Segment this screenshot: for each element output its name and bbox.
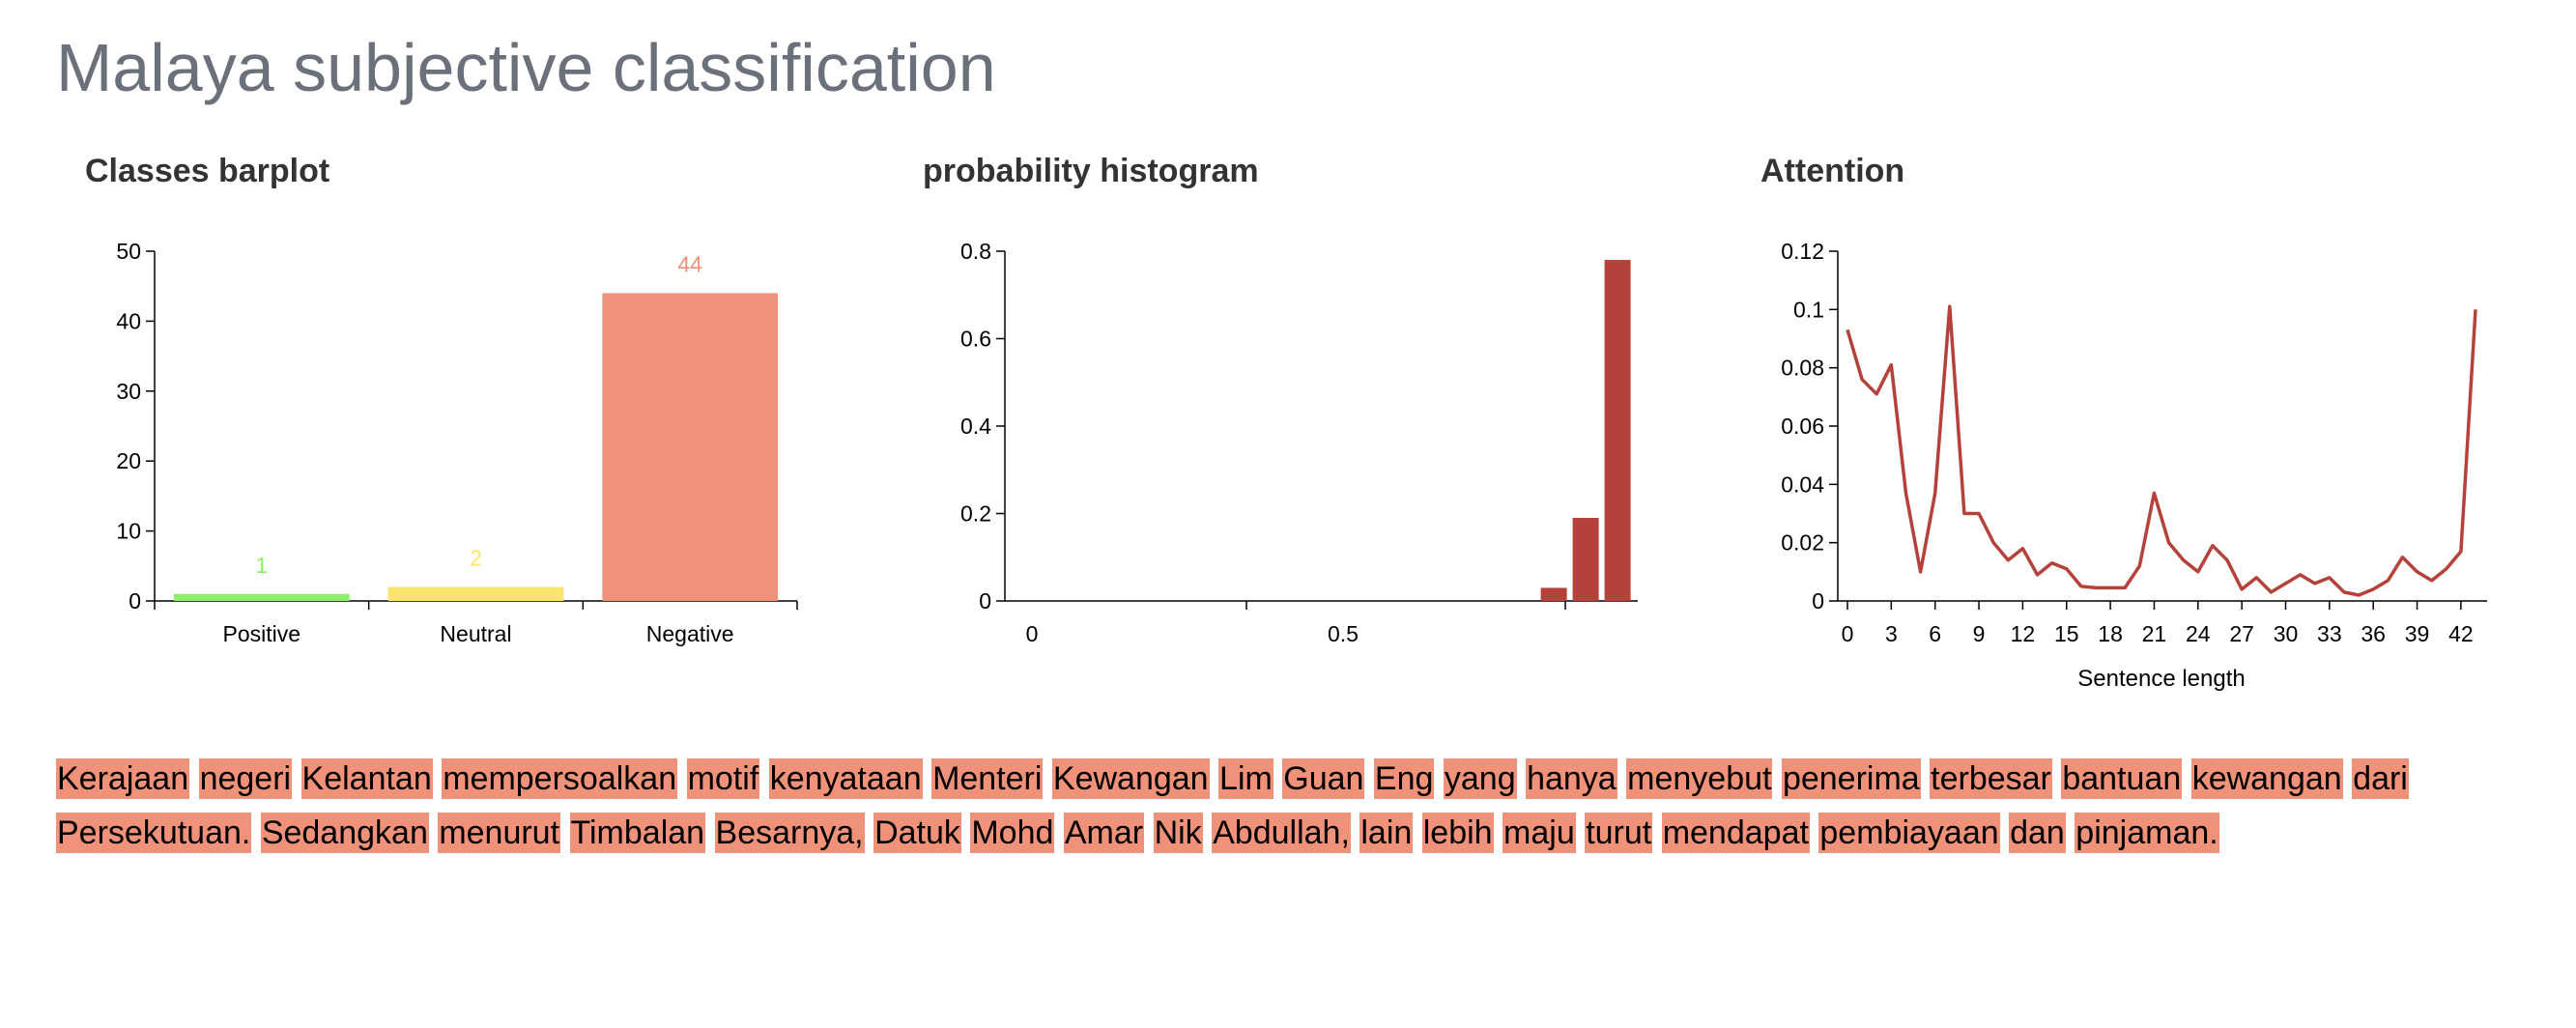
token-5: kenyataan [768,758,923,799]
token-28: Abdullah, [1212,813,1351,853]
token-25: Mohd [970,813,1055,853]
token-19: Persekutuan. [56,813,252,853]
token-8: Lim [1218,758,1274,799]
token-30: lebih [1421,813,1494,853]
token-7: Kewangan [1051,758,1210,799]
x-tick-label: 0 [1842,621,1854,646]
token-2: Kelantan [301,758,433,799]
x-tick-label: 33 [2317,621,2342,646]
y-tick-label: 0.1 [1793,297,1824,322]
attention-title: Attention [1760,153,1905,189]
x-axis-label: Sentence length [2077,666,2245,692]
x-tick-label: 21 [2142,621,2167,646]
y-tick-label: 40 [116,308,141,333]
data-label-neutral: 2 [470,546,482,571]
x-tick-label: 3 [1885,621,1898,646]
highlighted-sentence: Kerajaan negeri Kelantan mempersoalkan m… [56,752,2530,860]
page-title: Malaya subjective classification [56,30,996,105]
y-tick-label: 0.04 [1781,471,1824,497]
data-label-positive: 1 [255,553,268,578]
x-tick-label: 15 [2054,621,2079,646]
token-9: Guan [1282,758,1365,799]
token-32: turut [1585,813,1653,853]
x-tick-label: 6 [1929,621,1941,646]
probability-histogram-title: probability histogram [923,153,1259,189]
token-33: mendapat [1661,813,1810,853]
bar-neutral [387,586,564,601]
token-18: dari [2352,758,2409,799]
token-12: hanya [1526,758,1617,799]
token-31: maju [1503,813,1576,853]
x-tick-label: 36 [2361,621,2386,646]
token-6: Menteri [931,758,1044,799]
y-tick-label: 0.4 [960,414,991,439]
x-tick-label: 0 [1026,621,1039,646]
token-36: pinjaman. [2075,813,2219,853]
x-tick-label: 27 [2229,621,2254,646]
y-tick-label: 10 [116,519,141,544]
token-13: menyebut [1626,758,1773,799]
histogram-bar-2 [1604,260,1631,601]
classes-barplot-title: Classes barplot [85,153,330,189]
token-17: kewangan [2190,758,2343,799]
y-tick-label: 0.02 [1781,530,1824,556]
x-tick-label: 39 [2405,621,2430,646]
token-34: pembiayaan [1818,813,2000,853]
classes-barplot: 0 10 20 30 40 50 1 Positive 2 Neutral 44 Negative [116,239,798,646]
token-35: dan [2009,813,2066,853]
probability-histogram: 0 0.2 0.4 0.6 0.8 0 0.5 [960,239,1638,646]
y-tick-label: 0.08 [1781,356,1824,381]
x-tick-label: 9 [1973,621,1986,646]
x-tick-label: Negative [646,621,734,646]
x-tick-label: Neutral [440,621,511,646]
token-4: motif [686,758,760,799]
token-20: Sedangkan [260,813,429,853]
token-10: Eng [1373,758,1435,799]
token-29: lain [1360,813,1414,853]
token-0: Kerajaan [56,758,190,799]
token-22: Timbalan [569,813,706,853]
attention-line-chart: 00.020.040.060.080.10.120 3 6 9 12 15 18 21 24 27… [1781,239,2487,692]
token-26: Amar [1063,813,1145,853]
histogram-bar-0 [1540,587,1567,601]
y-tick-label: 30 [116,379,141,404]
x-tick-label: 0.5 [1328,621,1359,646]
token-27: Nik [1153,813,1203,853]
bar-negative [602,293,778,601]
data-label-negative: 44 [677,251,702,276]
y-tick-label: 0 [129,588,141,614]
x-tick-label: 42 [2448,621,2474,646]
x-tick-label: 24 [2186,621,2211,646]
histogram-bar-1 [1572,518,1599,601]
token-16: bantuan [2061,758,2183,799]
y-tick-label: 0.6 [960,327,991,352]
token-14: penerima [1781,758,1921,799]
x-tick-label: 12 [2011,621,2036,646]
y-tick-label: 0.12 [1781,239,1824,264]
y-tick-label: 50 [116,239,141,264]
y-tick-label: 0 [979,588,991,614]
y-tick-label: 0.2 [960,501,991,527]
y-tick-label: 0.8 [960,239,991,264]
token-3: mempersoalkan [442,758,678,799]
token-24: Datuk [873,813,961,853]
y-tick-label: 20 [116,448,141,473]
token-15: terbesar [1930,758,2052,799]
y-tick-label: 0.06 [1781,414,1824,439]
attention-line [1846,304,2477,597]
x-tick-label: 30 [2274,621,2299,646]
token-1: negeri [198,758,293,799]
x-tick-label: Positive [223,621,301,646]
y-tick-label: 0 [1812,588,1824,614]
bar-positive [174,593,350,601]
x-tick-label: 18 [2098,621,2123,646]
token-11: yang [1443,758,1517,799]
token-21: menurut [438,813,561,853]
token-23: Besarnya, [714,813,865,853]
